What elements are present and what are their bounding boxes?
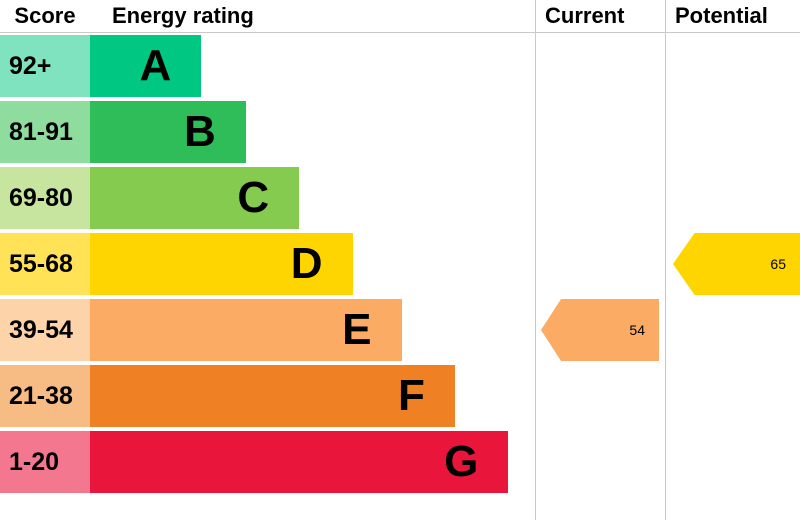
band-row-b: 81-91 B bbox=[0, 99, 800, 165]
current-header: Current bbox=[545, 3, 625, 28]
current-cell-c bbox=[535, 167, 665, 229]
potential-cell-f bbox=[665, 365, 800, 427]
score-range-f: 21-38 bbox=[0, 365, 90, 427]
potential-cell-g bbox=[665, 431, 800, 493]
potential-cell-b bbox=[665, 101, 800, 163]
score-range-c: 69-80 bbox=[0, 167, 90, 229]
rating-bar-f: F bbox=[90, 365, 455, 427]
band-row-d: 55-68 D 65 bbox=[0, 231, 800, 297]
potential-column-divider bbox=[665, 0, 666, 520]
current-cell-f bbox=[535, 365, 665, 427]
band-row-e: 39-54 E 54 bbox=[0, 297, 800, 363]
rating-bar-e: E bbox=[90, 299, 402, 361]
score-range-b: 81-91 bbox=[0, 101, 90, 163]
current-arrow: 54 bbox=[541, 299, 659, 361]
band-row-f: 21-38 F bbox=[0, 363, 800, 429]
rating-bar-a: A bbox=[90, 35, 202, 97]
band-rows: 92+ A 81-91 B 69-80 C 55-68 D 65 39-54 E bbox=[0, 33, 800, 495]
band-row-c: 69-80 C bbox=[0, 165, 800, 231]
current-cell-e: 54 bbox=[535, 299, 665, 361]
energy-rating-header: Energy rating bbox=[112, 3, 254, 28]
current-cell-b bbox=[535, 101, 665, 163]
current-cell-a bbox=[535, 35, 665, 97]
potential-header: Potential bbox=[675, 3, 768, 28]
potential-cell-e bbox=[665, 299, 800, 361]
current-cell-g bbox=[535, 431, 665, 493]
band-row-a: 92+ A bbox=[0, 33, 800, 99]
chart-header: Score Energy rating Current Potential bbox=[0, 0, 800, 33]
rating-bar-g: G bbox=[90, 431, 509, 493]
rating-bar-b: B bbox=[90, 101, 246, 163]
rating-bar-d: D bbox=[90, 233, 353, 295]
score-range-a: 92+ bbox=[0, 35, 90, 97]
current-cell-d bbox=[535, 233, 665, 295]
score-header: Score bbox=[14, 3, 76, 28]
rating-bar-c: C bbox=[90, 167, 300, 229]
score-range-e: 39-54 bbox=[0, 299, 90, 361]
current-column-divider bbox=[535, 0, 536, 520]
potential-cell-a bbox=[665, 35, 800, 97]
potential-arrow: 65 bbox=[673, 233, 800, 295]
score-range-g: 1-20 bbox=[0, 431, 90, 493]
potential-cell-c bbox=[665, 167, 800, 229]
score-range-d: 55-68 bbox=[0, 233, 90, 295]
potential-cell-d: 65 bbox=[665, 233, 800, 295]
band-row-g: 1-20 G bbox=[0, 429, 800, 495]
